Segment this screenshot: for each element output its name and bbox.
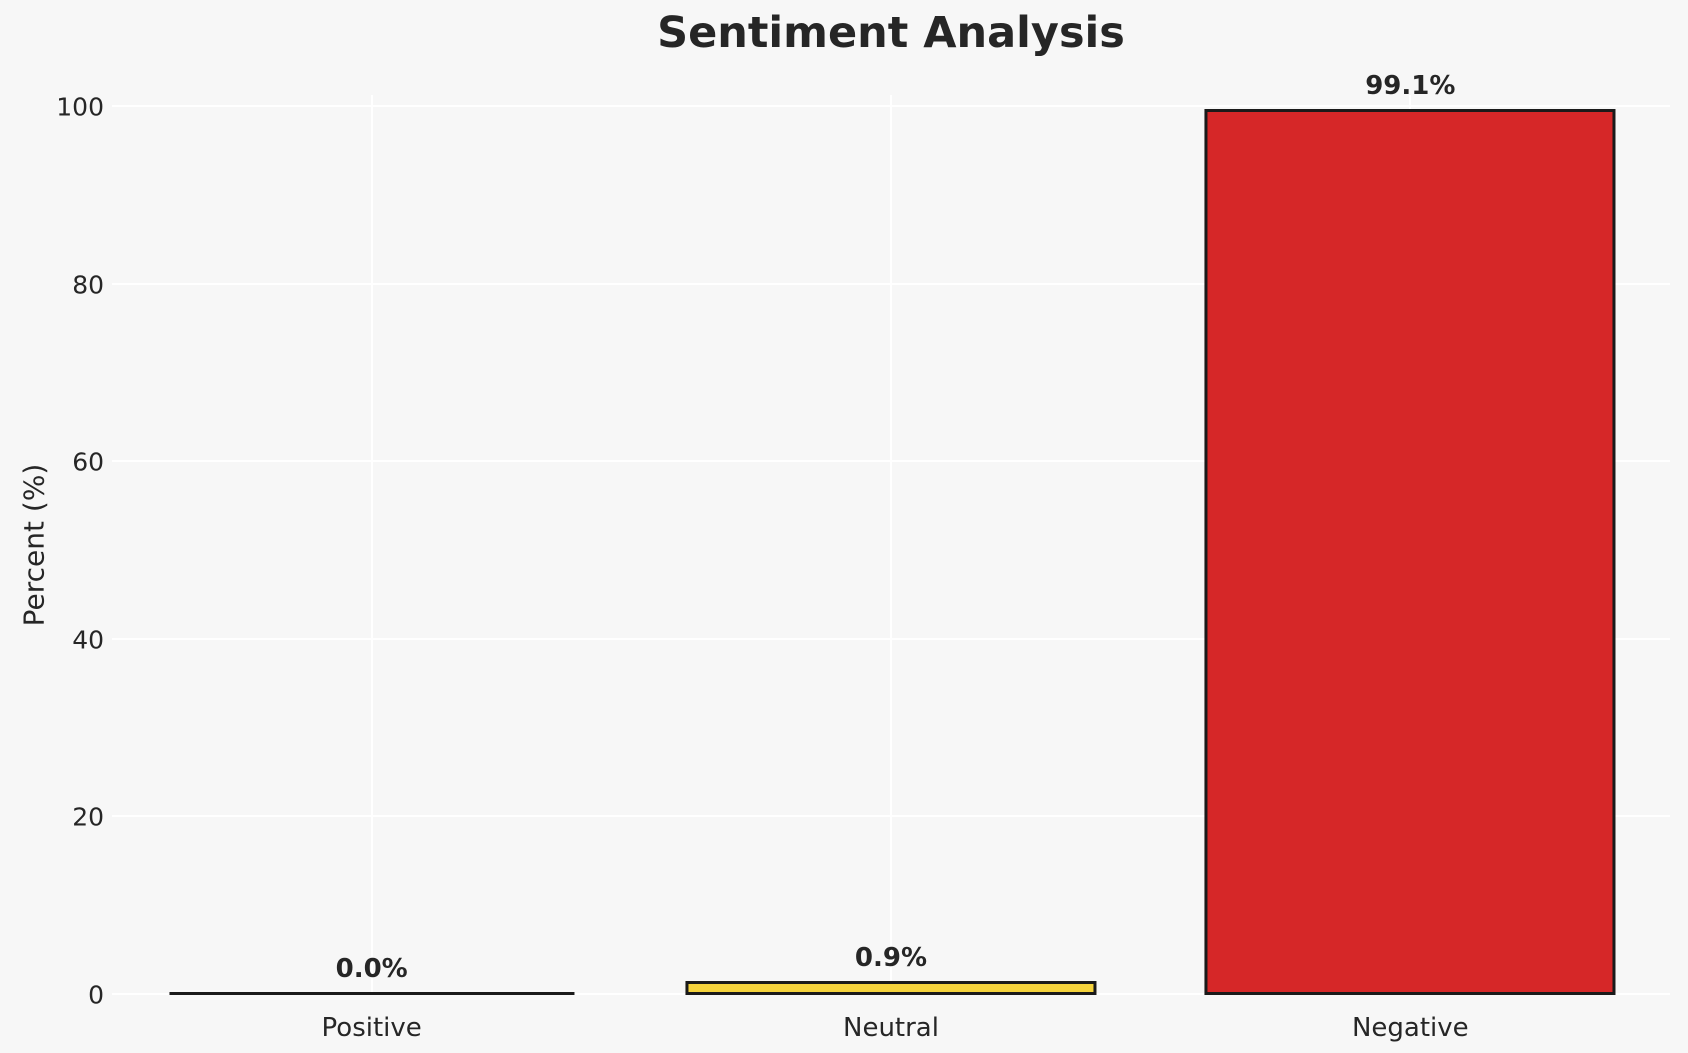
category-negative: 99.1% Negative (1151, 71, 1670, 1043)
gridline-vertical (889, 95, 892, 995)
gridline-vertical (370, 95, 373, 995)
bar-negative (1204, 109, 1616, 995)
y-tick-label: 0 (88, 980, 104, 1010)
bar-positive (169, 992, 575, 995)
category-positive: 0.0% Positive (112, 95, 631, 1043)
y-tick-label: 40 (72, 625, 104, 655)
y-tick-label: 20 (72, 802, 104, 832)
x-tick-label: Negative (1351, 1013, 1469, 1043)
plot-area: 0.0% Positive 0.9% Neutral 99.1% Negative (112, 71, 1670, 1043)
y-tick-label: 100 (56, 92, 104, 122)
bar-value-label: 0.0% (335, 954, 408, 984)
bar-value-label: 0.9% (854, 943, 928, 973)
x-tick-label: Positive (321, 1013, 422, 1043)
bar-value-label: 99.1% (1365, 71, 1456, 101)
chart-title: Sentiment Analysis (657, 8, 1125, 58)
y-axis: 0 20 40 60 80 100 (0, 92, 104, 1010)
bar-neutral (685, 981, 1097, 995)
y-tick-label: 60 (72, 447, 104, 477)
x-tick-label: Neutral (843, 1013, 939, 1043)
y-tick-label: 80 (72, 270, 104, 300)
category-neutral: 0.9% Neutral (631, 95, 1150, 1043)
